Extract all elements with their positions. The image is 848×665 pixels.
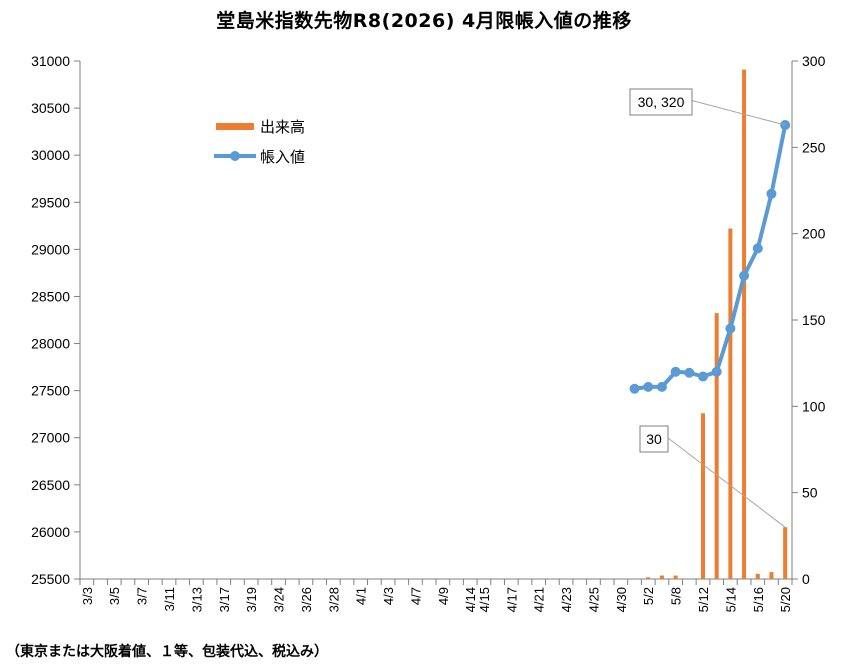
right-tick-label: 0 — [802, 571, 810, 587]
footnote: （東京または大阪着値、１等、包装代込、税込み） — [6, 644, 328, 660]
annotations: 30, 320 30 — [629, 88, 786, 528]
x-tick-label: 3/3 — [80, 587, 95, 605]
volume-bar — [659, 575, 664, 579]
settlement-point — [656, 381, 667, 392]
x-tick-label: 4/15 — [477, 587, 492, 612]
chart-title: 堂島米指数先物R8(2026) 4月限帳入値の推移 — [216, 10, 632, 32]
x-tick-label: 5/16 — [751, 587, 766, 612]
plot-frame — [79, 61, 793, 580]
x-axis: 3/3 3/5 3/7 3/11 3/13 3/17 3/19 3/24 3/26 3/28 4/1… — [79, 579, 793, 612]
left-tick-label: 29500 — [31, 194, 70, 210]
settlement-point — [670, 366, 681, 377]
line-label-box — [629, 88, 693, 116]
left-tick-label: 29000 — [31, 241, 70, 257]
volume-bar — [742, 69, 747, 579]
x-tick-label: 4/3 — [381, 587, 396, 605]
x-tick-label: 4/25 — [586, 587, 601, 612]
right-tick-label: 100 — [802, 398, 826, 414]
settlement-point — [752, 243, 763, 254]
right-tick-label: 200 — [802, 226, 826, 242]
right-axis: 0 50 100 150 200 250 300 — [792, 53, 826, 587]
right-tick-label: 250 — [802, 139, 826, 155]
settlement-point — [766, 188, 777, 199]
settlement-point — [780, 120, 791, 131]
left-tick-label: 31000 — [31, 53, 70, 69]
x-tick-label: 4/7 — [408, 587, 423, 605]
legend-label-volume: 出来高 — [260, 119, 305, 136]
left-axis: 25500 26000 26500 27000 27500 28000 28500 29000… — [31, 53, 80, 587]
left-tick-label: 25500 — [31, 571, 70, 587]
left-tick-label: 30000 — [31, 147, 70, 163]
settlement-point — [711, 366, 722, 377]
x-tick-label: 4/17 — [504, 587, 519, 612]
settlement-point — [684, 367, 695, 378]
x-tick-label: 3/17 — [217, 587, 232, 612]
x-tick-label: 3/19 — [244, 587, 259, 612]
x-tick-label: 4/21 — [532, 587, 547, 612]
bar-label-leader — [667, 437, 786, 528]
settlement-line-path — [634, 124, 788, 391]
settlement-point — [643, 381, 654, 392]
right-tick-label: 50 — [802, 485, 818, 501]
x-tick-label: 3/11 — [162, 587, 177, 611]
bar-value-label: 30 — [646, 431, 662, 447]
x-tick-label: 3/7 — [135, 587, 150, 605]
volume-bar — [769, 572, 774, 579]
x-tick-label: 4/23 — [559, 587, 574, 612]
settlement-point — [698, 371, 708, 382]
line-value-label: 30, 320 — [638, 94, 685, 110]
volume-bars — [646, 69, 788, 579]
x-tick-label: 5/20 — [778, 587, 793, 612]
x-tick-label: 4/30 — [614, 587, 629, 612]
x-tick-label: 4/1 — [354, 587, 369, 605]
left-tick-label: 27000 — [31, 430, 70, 446]
settlement-point — [725, 323, 736, 334]
x-tick-label: 3/24 — [272, 587, 287, 612]
left-tick-label: 26000 — [31, 524, 70, 540]
legend-swatch-volume — [216, 123, 254, 130]
left-tick-label: 28500 — [31, 288, 70, 304]
left-tick-label: 28000 — [31, 336, 70, 352]
left-tick-label: 30500 — [31, 100, 70, 116]
left-tick-label: 27500 — [31, 383, 70, 399]
volume-bar — [755, 573, 760, 579]
legend-marker-line — [230, 151, 240, 161]
x-tick-label: 4/9 — [436, 587, 451, 605]
x-tick-label: 5/8 — [669, 587, 684, 605]
legend-box — [207, 106, 327, 171]
settlement-point — [629, 383, 640, 394]
volume-bar — [714, 313, 719, 579]
settlement-point — [739, 270, 750, 281]
volume-bar — [701, 413, 705, 579]
right-tick-label: 300 — [802, 53, 826, 69]
x-tick-label: 5/2 — [641, 587, 656, 605]
line-label-leader — [689, 99, 786, 126]
volume-bar — [646, 577, 651, 579]
volume-bar — [728, 228, 733, 579]
x-tick-label: 3/28 — [326, 587, 341, 612]
x-tick-label: 3/5 — [107, 587, 122, 605]
left-tick-label: 26500 — [31, 477, 70, 493]
x-tick-label: 5/12 — [696, 587, 711, 612]
x-tick-label: 4/14 — [463, 587, 478, 612]
volume-bar — [673, 575, 678, 579]
legend-label-settlement: 帳入値 — [260, 149, 305, 166]
x-tick-label: 5/14 — [723, 587, 738, 612]
bar-label-box — [639, 425, 669, 453]
x-tick-label: 3/26 — [299, 587, 314, 612]
volume-bar — [783, 527, 788, 579]
right-tick-label: 150 — [802, 312, 826, 328]
settlement-line — [629, 120, 791, 394]
x-tick-label: 3/13 — [189, 587, 204, 612]
